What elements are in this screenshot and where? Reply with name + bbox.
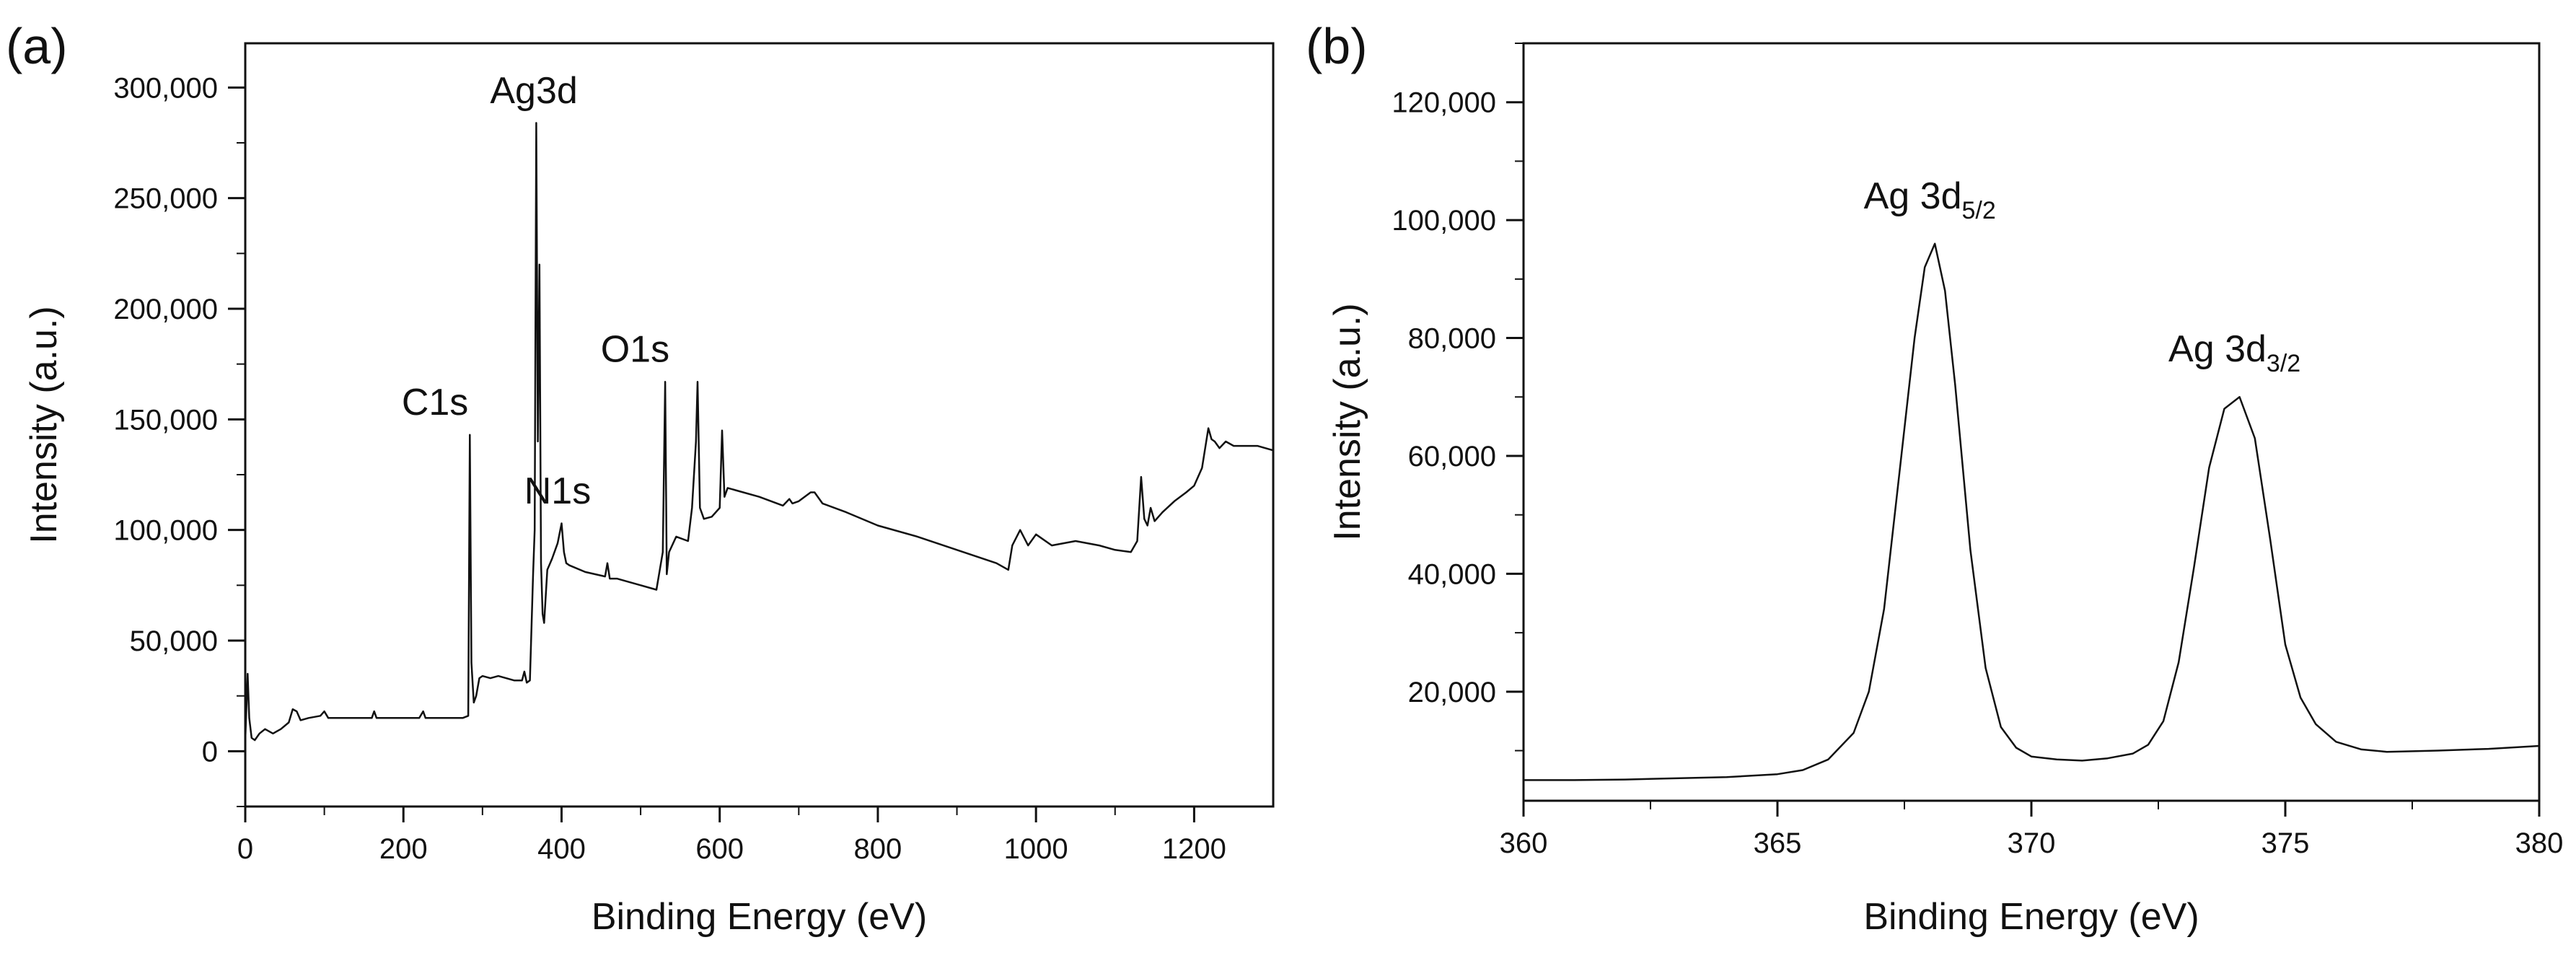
panel-a-x-tick-label: 1000 — [1004, 833, 1068, 865]
panel-b-x-tick-label: 370 — [2008, 827, 2056, 859]
panel-b-plot-frame — [1522, 42, 2541, 802]
panel-a-y-tick-label: 0 — [202, 736, 218, 768]
panel-a-plot-frame — [244, 42, 1275, 808]
panel-b-x-tick-label: 365 — [1754, 827, 1802, 859]
panel-a-x-tick-label: 400 — [537, 833, 586, 865]
panel-b-x-tick-label: 380 — [2515, 827, 2564, 859]
panel-b-y-axis-label: Intensity (a.u.) — [1327, 303, 1368, 540]
panel-a-x-tick-label: 1200 — [1162, 833, 1226, 865]
panel-a-x-tick-label: 200 — [379, 833, 428, 865]
panel-b-y-tick-label: 120,000 — [1392, 87, 1496, 119]
panel-a-survey-chart: (a) 0 200 400 600 800 1000 1200 0 50,000 100,000 1… — [6, 18, 1275, 938]
panel-b-ag3d-chart: (b) 360 365 370 375 380 20,000 40,000 60,000 80,… — [1306, 18, 2563, 938]
panel-a-x-tick-label: 600 — [695, 833, 744, 865]
panel-a-x-axis-label: Binding Energy (eV) — [592, 896, 927, 938]
panel-a-x-tick-label: 800 — [854, 833, 902, 865]
panel-b-x-tick-label: 360 — [1500, 827, 1548, 859]
panel-b-x-tick-label: 375 — [2261, 827, 2310, 859]
panel-a-y-tick-label: 200,000 — [113, 294, 218, 325]
panel-a-peak-label: N1s — [524, 470, 591, 512]
panel-b-y-tick-label: 60,000 — [1408, 441, 1496, 473]
panel-a-y-axis-label: Intensity (a.u.) — [23, 306, 65, 543]
panel-a-y-tick-label: 250,000 — [113, 183, 218, 215]
panel-a-series-line — [244, 122, 1274, 742]
panel-b-x-axis-label: Binding Energy (eV) — [1863, 896, 2199, 938]
panel-b-series-line — [1524, 242, 2540, 781]
panel-b-label: (b) — [1306, 18, 1368, 74]
panel-a-label: (a) — [6, 18, 68, 74]
panel-b-peak-label: Ag 3d3/2 — [2168, 328, 2300, 377]
panel-a-y-tick-label: 100,000 — [113, 515, 218, 547]
panel-b-y-tick-label: 100,000 — [1392, 205, 1496, 237]
panel-b-y-tick-label: 80,000 — [1408, 323, 1496, 355]
panel-a-peak-label: Ag3d — [490, 70, 577, 112]
panel-b-y-tick-label: 40,000 — [1408, 558, 1496, 590]
panel-a-peak-label: O1s — [601, 329, 669, 371]
panel-a-y-tick-label: 150,000 — [113, 404, 218, 436]
panel-b-y-tick-label: 20,000 — [1408, 677, 1496, 708]
panel-a-y-tick-label: 50,000 — [130, 625, 218, 657]
panel-a-peak-label: C1s — [402, 382, 468, 423]
panel-a-x-tick-label: 0 — [237, 833, 253, 865]
panel-a-y-tick-label: 300,000 — [113, 72, 218, 104]
panel-b-peak-label: Ag 3d5/2 — [1864, 175, 1996, 224]
